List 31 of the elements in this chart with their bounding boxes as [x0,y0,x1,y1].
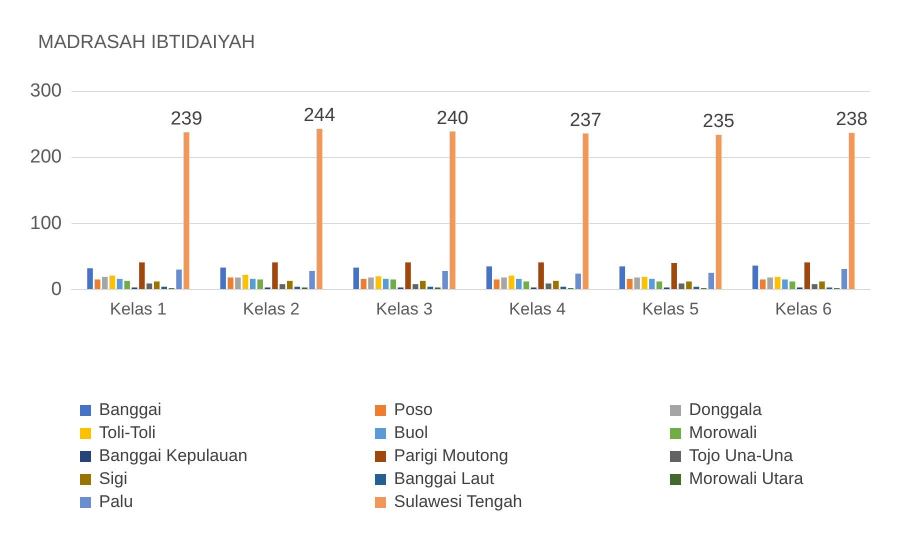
x-tick-label: Kelas 1 [110,299,167,318]
legend-label: Donggala [689,400,762,420]
legend-label: Buol [394,423,428,443]
y-tick-label: 200 [30,146,62,168]
legend-label: Toli-Toli [99,423,156,443]
legend-label: Tojo Una-Una [689,446,793,466]
data-label: 239 [170,108,202,130]
y-tick-label: 300 [30,80,62,102]
data-label: 235 [702,111,734,132]
x-tick-label: Kelas 4 [509,299,566,318]
y-tick-label: 0 [51,278,62,300]
legend-label: Banggai [99,400,162,420]
x-tick-label: Kelas 6 [775,299,832,318]
legend-label: Parigi Moutong [394,446,508,466]
legend-label: Poso [394,400,433,420]
y-tick-label: 100 [30,212,62,234]
legend-label: Banggai Laut [394,469,494,489]
chart-title: MADRASAH IBTIDAIYAH [38,32,256,54]
legend-label: Sulawesi Tengah [394,492,522,512]
data-label: 244 [304,105,336,126]
legend-label: Morowali Utara [689,469,804,489]
data-label: 237 [570,110,602,131]
x-tick-label: Kelas 5 [642,299,699,318]
data-label: 240 [436,108,468,129]
x-tick-label: Kelas 3 [376,299,433,318]
legend-label: Sigi [99,469,128,489]
legend-label: Palu [99,492,134,512]
x-tick-label: Kelas 2 [242,299,300,318]
legend-label: Banggai Kepulauan [99,446,248,466]
legend-label: Morowali [689,423,758,443]
data-label: 238 [836,109,868,130]
